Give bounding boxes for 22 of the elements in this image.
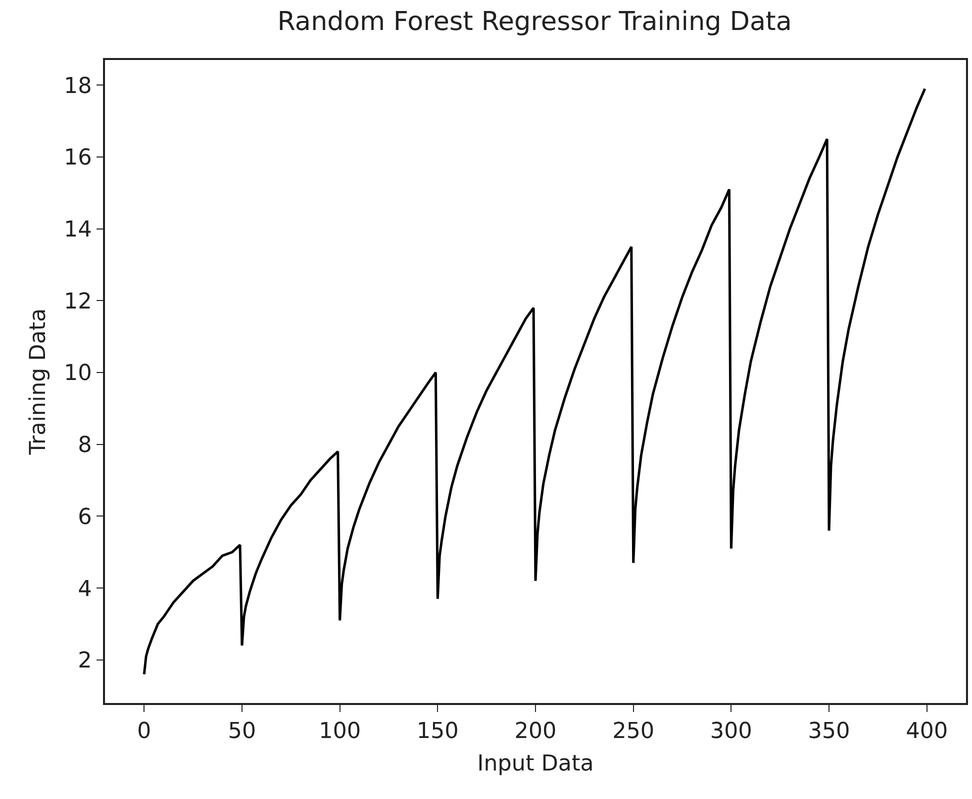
x-tick-label: 200 (514, 719, 556, 744)
y-tick-label: 16 (64, 146, 92, 171)
x-tick-label: 350 (808, 719, 850, 744)
x-tick-label: 300 (710, 719, 752, 744)
y-tick-label: 14 (64, 218, 92, 243)
y-tick-label: 18 (64, 74, 92, 99)
x-axis-title: Input Data (477, 752, 594, 777)
chart-title: Random Forest Regressor Training Data (277, 7, 792, 38)
x-tick-label: 50 (228, 719, 256, 744)
x-tick-label: 0 (137, 719, 152, 744)
x-tick-label: 150 (416, 719, 459, 744)
y-tick-label: 10 (64, 361, 92, 386)
y-tick-label: 12 (64, 289, 92, 314)
y-tick-label: 6 (78, 504, 92, 530)
y-tick-label: 4 (78, 576, 92, 602)
x-tick-label: 250 (612, 719, 654, 744)
x-tick-label: 400 (906, 719, 948, 744)
y-axis-title: Training Data (26, 308, 52, 456)
line-series (142, 87, 926, 676)
y-tick-label: 8 (78, 433, 92, 458)
y-tick-label: 2 (78, 648, 92, 674)
x-tick-label: 100 (318, 719, 361, 744)
